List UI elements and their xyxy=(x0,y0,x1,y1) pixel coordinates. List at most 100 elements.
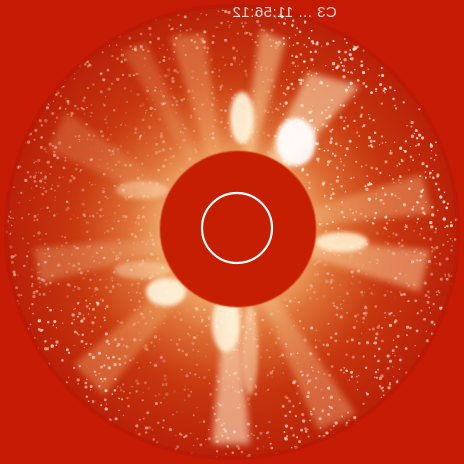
noise-speckle xyxy=(196,335,199,337)
noise-speckle xyxy=(149,106,153,110)
noise-speckle xyxy=(86,138,89,141)
noise-speckle xyxy=(93,370,97,373)
noise-speckle xyxy=(216,99,219,102)
noise-speckle xyxy=(113,184,116,188)
noise-speckle xyxy=(290,426,293,430)
noise-speckle xyxy=(241,436,244,439)
noise-speckle xyxy=(267,431,270,433)
noise-speckle xyxy=(313,262,317,266)
noise-speckle xyxy=(139,263,142,266)
noise-speckle xyxy=(415,248,418,251)
noise-speckle xyxy=(142,417,145,420)
noise-speckle xyxy=(445,277,449,281)
noise-speckle xyxy=(269,38,272,41)
noise-speckle xyxy=(274,46,278,49)
noise-speckle xyxy=(218,69,221,72)
noise-speckle xyxy=(115,254,119,258)
noise-speckle xyxy=(236,349,239,351)
noise-speckle xyxy=(329,395,334,399)
noise-speckle xyxy=(335,236,339,240)
noise-speckle xyxy=(190,390,193,393)
noise-speckle xyxy=(237,447,241,450)
noise-speckle xyxy=(183,399,186,401)
noise-speckle xyxy=(74,135,77,137)
noise-speckle xyxy=(138,256,140,258)
noise-speckle xyxy=(32,294,36,299)
noise-speckle xyxy=(172,58,175,60)
noise-speckle xyxy=(327,250,329,252)
noise-speckle xyxy=(171,311,173,313)
noise-speckle xyxy=(291,19,295,22)
noise-speckle xyxy=(310,366,313,369)
noise-speckle xyxy=(255,13,258,17)
noise-speckle xyxy=(364,215,367,218)
noise-speckle xyxy=(404,225,408,229)
noise-speckle xyxy=(256,105,259,108)
noise-speckle xyxy=(341,64,344,67)
noise-speckle xyxy=(362,124,366,127)
noise-speckle xyxy=(57,263,61,267)
noise-speckle xyxy=(94,290,96,292)
noise-speckle xyxy=(132,74,135,77)
noise-speckle xyxy=(169,19,171,21)
noise-speckle xyxy=(76,301,80,305)
noise-speckle xyxy=(176,411,178,413)
noise-speckle xyxy=(288,410,292,414)
noise-speckle xyxy=(269,98,271,100)
noise-speckle xyxy=(198,117,200,120)
noise-speckle xyxy=(292,87,295,91)
noise-speckle xyxy=(377,347,381,351)
noise-speckle xyxy=(330,429,332,431)
noise-speckle xyxy=(141,103,145,107)
noise-speckle xyxy=(143,57,147,60)
noise-speckle xyxy=(447,273,450,276)
noise-speckle xyxy=(223,355,226,358)
noise-speckle xyxy=(32,312,34,315)
noise-speckle xyxy=(144,343,148,348)
noise-speckle xyxy=(245,92,249,95)
noise-speckle xyxy=(294,297,297,300)
noise-speckle xyxy=(257,34,259,37)
noise-speckle xyxy=(102,172,106,176)
noise-speckle xyxy=(375,167,379,171)
noise-speckle xyxy=(275,135,277,138)
noise-speckle xyxy=(391,366,394,368)
noise-speckle xyxy=(158,117,162,121)
noise-speckle xyxy=(298,440,301,444)
noise-speckle xyxy=(394,194,397,197)
noise-speckle xyxy=(237,390,241,394)
noise-speckle xyxy=(395,345,398,348)
noise-speckle xyxy=(161,266,164,270)
noise-speckle xyxy=(92,215,95,218)
noise-speckle xyxy=(334,142,338,146)
noise-speckle xyxy=(240,104,243,106)
noise-speckle xyxy=(141,206,145,209)
noise-speckle xyxy=(412,206,415,208)
noise-speckle xyxy=(352,47,356,51)
sun-position-outline xyxy=(200,191,274,265)
noise-speckle xyxy=(72,289,75,292)
noise-speckle xyxy=(89,158,93,162)
noise-speckle xyxy=(45,233,47,235)
noise-speckle xyxy=(111,54,114,58)
noise-speckle xyxy=(146,86,149,89)
noise-speckle xyxy=(240,310,244,314)
noise-speckle xyxy=(393,181,395,184)
noise-speckle xyxy=(394,233,398,237)
noise-speckle xyxy=(137,181,141,184)
noise-speckle xyxy=(386,289,389,293)
noise-speckle xyxy=(349,256,351,259)
noise-speckle xyxy=(82,253,85,256)
noise-speckle xyxy=(147,155,149,157)
noise-speckle xyxy=(203,40,207,44)
noise-speckle xyxy=(418,133,422,137)
noise-speckle xyxy=(284,437,288,441)
noise-speckle xyxy=(234,59,237,62)
noise-speckle xyxy=(439,195,443,199)
noise-speckle xyxy=(405,325,410,329)
noise-speckle xyxy=(436,293,438,296)
noise-speckle xyxy=(315,260,319,264)
noise-speckle xyxy=(243,56,246,58)
noise-speckle xyxy=(76,107,80,111)
noise-speckle xyxy=(230,135,233,138)
